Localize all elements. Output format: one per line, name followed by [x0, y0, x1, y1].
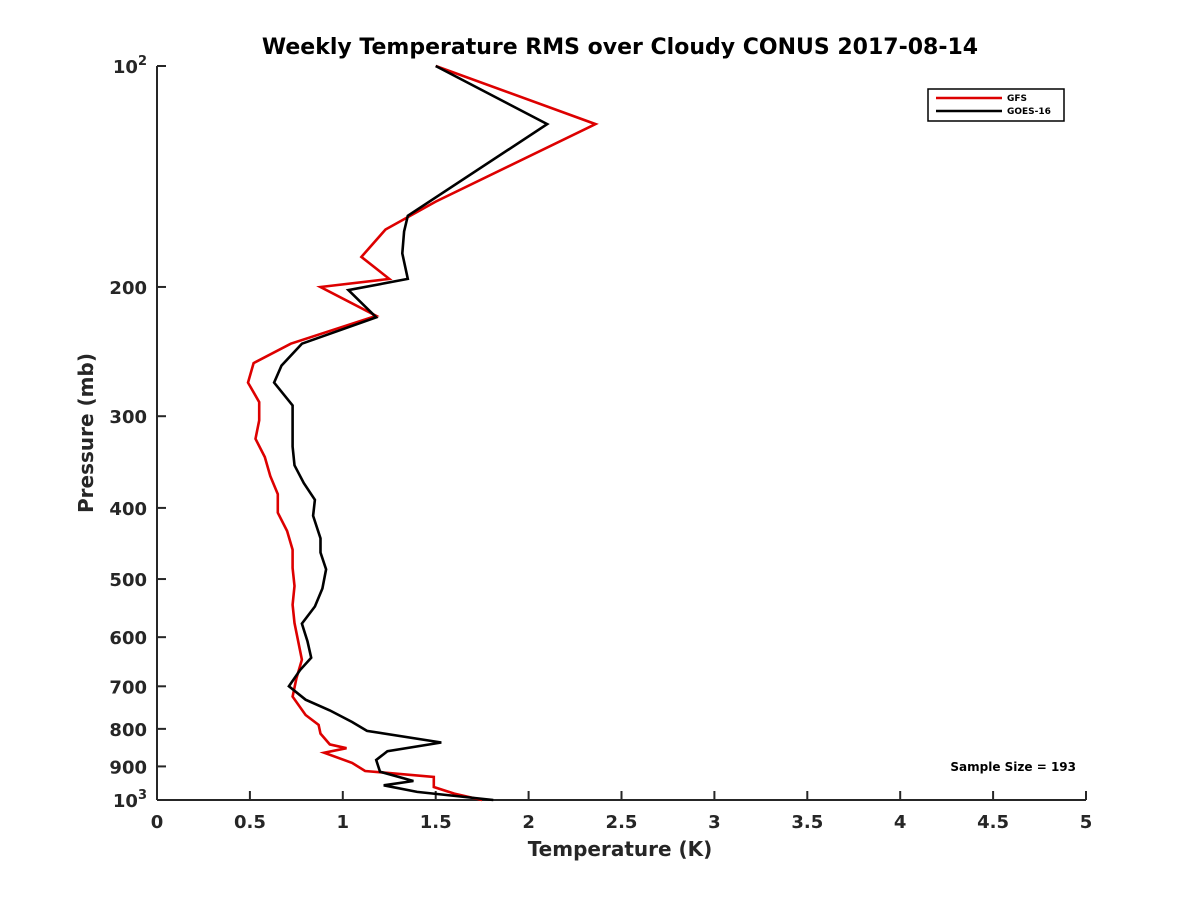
- y-tick-label: 900: [109, 757, 147, 778]
- legend-label-goes-16: GOES-16: [1007, 107, 1051, 117]
- y-tick-label: 700: [109, 677, 147, 698]
- y-tick-label: 200: [109, 278, 147, 299]
- y-tick-label: 103: [113, 788, 147, 812]
- x-tick-label: 5: [1080, 812, 1093, 833]
- legend-box: [927, 88, 1065, 122]
- sample-size-annotation: Sample Size = 193: [950, 760, 1076, 774]
- y-tick-label: 300: [109, 407, 147, 428]
- x-tick-label: 0.5: [234, 812, 266, 833]
- y-tick-label: 500: [109, 570, 147, 591]
- y-axis-ticks: 102 200 300 400 500 600 700 800 900 103: [109, 54, 166, 812]
- x-axis-ticks: 0 0.5 1 1.5 2 2.5 3 3.5 4 4.5 5: [151, 791, 1093, 833]
- x-tick-label: 3: [708, 812, 721, 833]
- x-tick-label: 2.5: [606, 812, 638, 833]
- y-tick-label: 800: [109, 720, 147, 741]
- plot-area: [156, 66, 1086, 801]
- legend-label-gfs: GFS: [1007, 94, 1027, 104]
- y-tick-label: 600: [109, 628, 147, 649]
- x-tick-label: 0: [151, 812, 164, 833]
- y-axis-title: Pressure (mb): [74, 353, 98, 513]
- x-tick-label: 1: [337, 812, 350, 833]
- legend: GFS GOES-16: [927, 88, 1065, 122]
- chart-title: Weekly Temperature RMS over Cloudy CONUS…: [262, 35, 978, 60]
- series-line-gfs: [246, 64, 599, 802]
- x-tick-label: 4: [894, 812, 907, 833]
- series-lines: [246, 64, 599, 802]
- x-tick-label: 4.5: [977, 812, 1009, 833]
- series-line-goes-16: [272, 64, 550, 802]
- x-tick-label: 3.5: [791, 812, 823, 833]
- y-tick-label: 102: [113, 54, 147, 78]
- x-axis-title: Temperature (K): [528, 837, 713, 861]
- y-tick-label: 400: [109, 499, 147, 520]
- x-tick-label: 2: [522, 812, 535, 833]
- x-tick-label: 1.5: [420, 812, 452, 833]
